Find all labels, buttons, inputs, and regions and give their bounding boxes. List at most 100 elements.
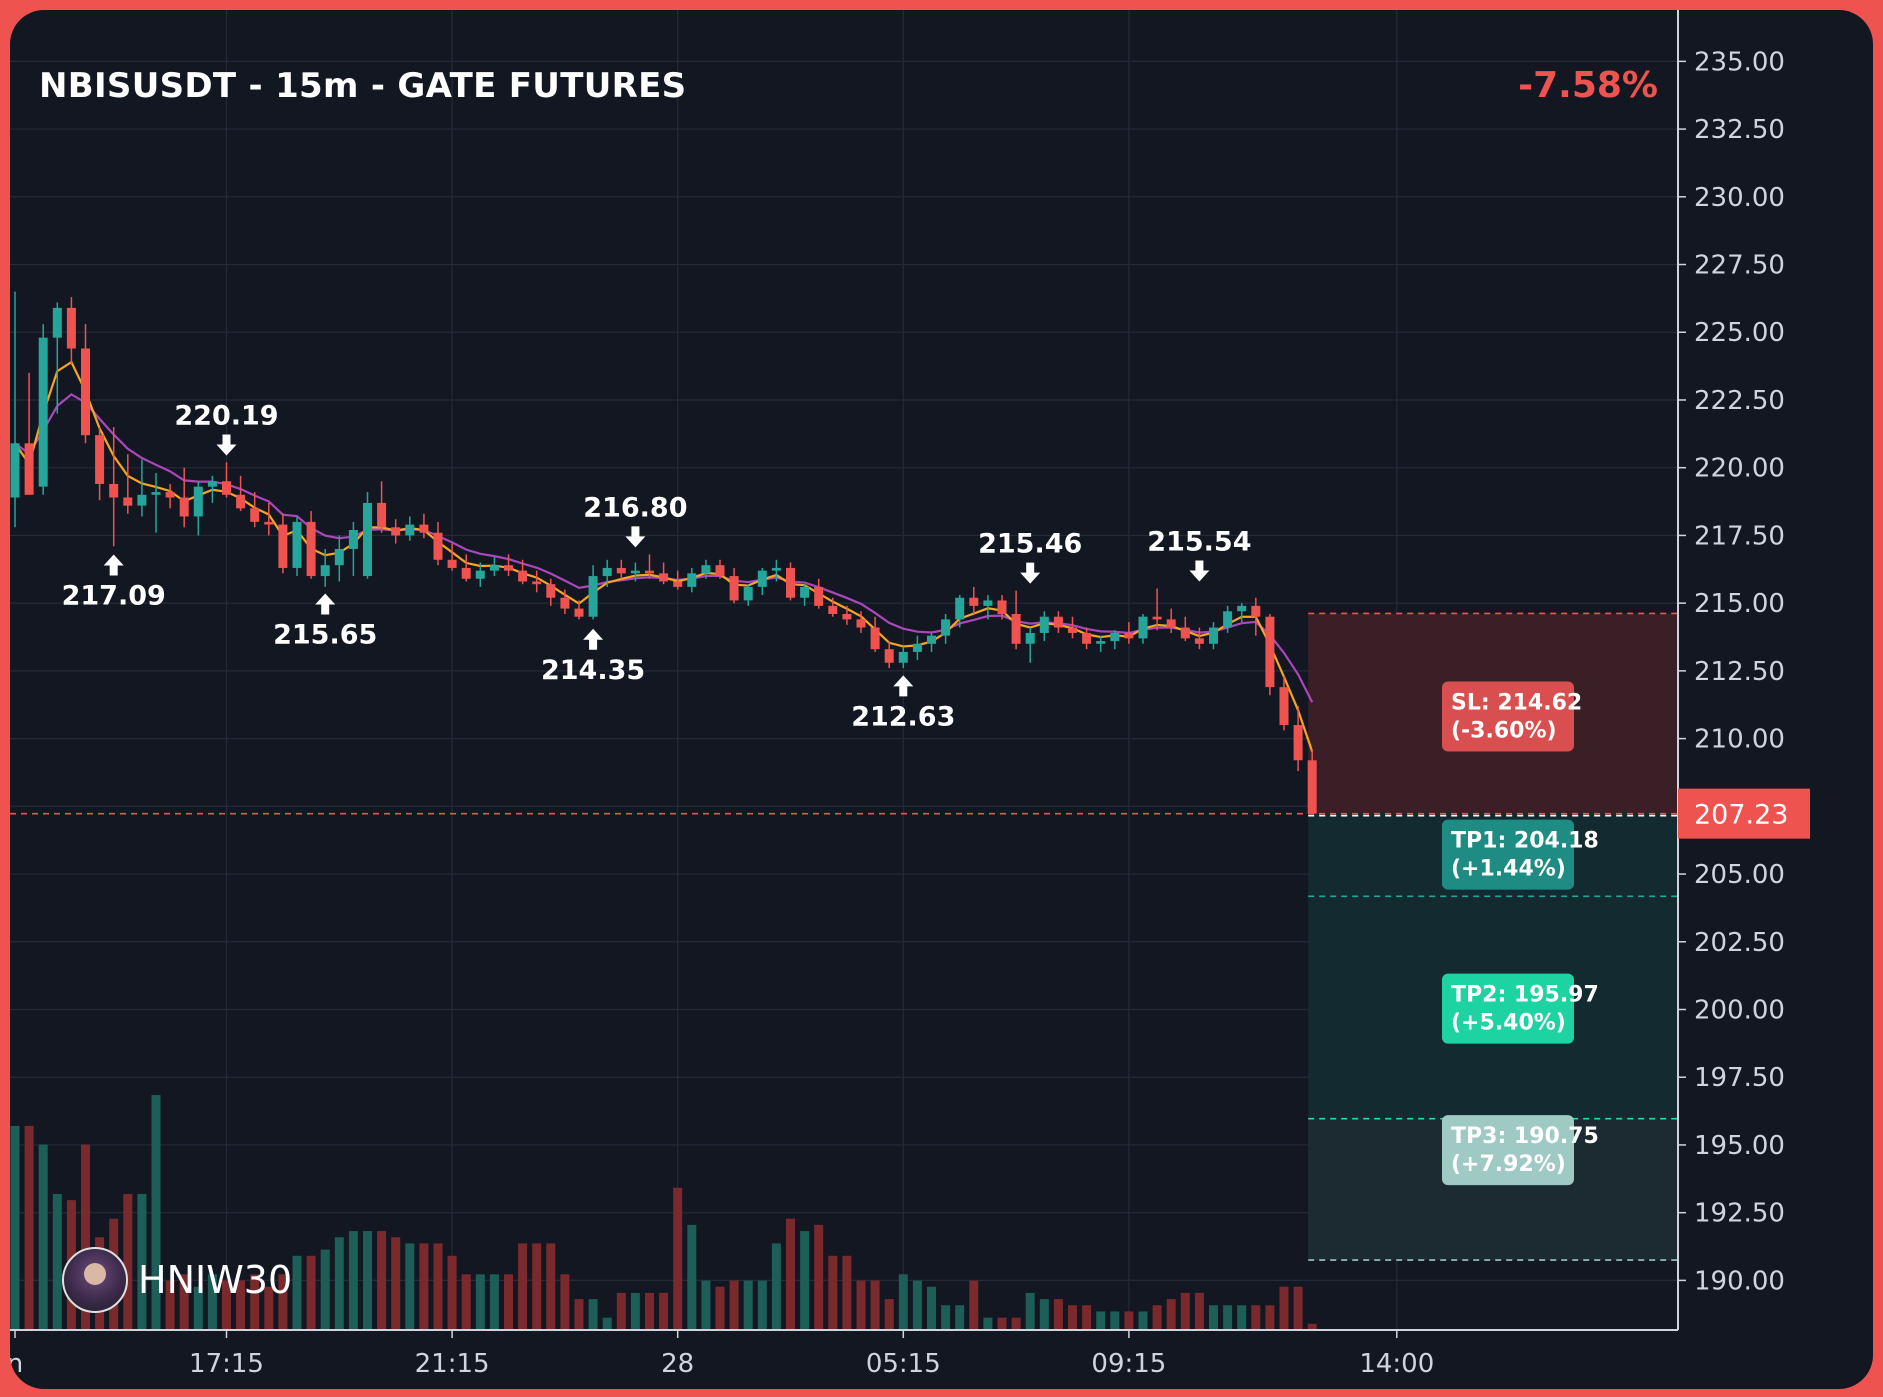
volume-bar xyxy=(1068,1305,1077,1330)
volume-bar xyxy=(560,1274,570,1330)
volume-bar xyxy=(334,1237,344,1330)
candle-body xyxy=(292,521,302,568)
candle-body xyxy=(757,570,767,587)
candle xyxy=(786,562,795,601)
volume-bar xyxy=(419,1243,429,1330)
candle xyxy=(518,559,528,585)
swing-low-label: 212.63 xyxy=(851,701,955,732)
tp2-label-pct: (+5.40%) xyxy=(1451,1011,1566,1036)
candle xyxy=(504,554,513,577)
candle-body xyxy=(870,627,880,650)
candle xyxy=(391,519,401,544)
y-tick-label: 232.50 xyxy=(1694,115,1785,145)
volume-bar xyxy=(1223,1305,1233,1330)
volume-bar xyxy=(137,1193,147,1330)
candle xyxy=(334,535,344,582)
candle-body xyxy=(179,497,189,517)
candle-body xyxy=(1011,613,1021,644)
candle-body xyxy=(842,613,852,620)
swing-low-label: 217.09 xyxy=(62,581,166,612)
volume-bar xyxy=(616,1292,626,1330)
y-tick-label: 210.00 xyxy=(1694,725,1785,755)
candle xyxy=(1251,597,1261,636)
volume-bar xyxy=(306,1255,316,1330)
y-tick-label: 235.00 xyxy=(1694,47,1785,77)
volume-bar xyxy=(983,1317,993,1330)
candle-body xyxy=(1166,619,1176,628)
candle-body xyxy=(743,586,753,601)
candle xyxy=(1265,613,1275,696)
candle xyxy=(419,513,429,539)
y-tick-label: 195.00 xyxy=(1694,1131,1785,1161)
candle-body xyxy=(348,530,358,549)
candle xyxy=(1293,706,1303,772)
candle xyxy=(630,562,640,582)
candle xyxy=(898,646,908,669)
candle-body xyxy=(1209,627,1218,644)
candle xyxy=(870,616,880,652)
price-chart[interactable]: SL: 214.62 (-3.60%) TP1: 204.18 (+1.44%) TP2… xyxy=(10,10,1873,1389)
volume-bar xyxy=(518,1243,528,1330)
candle-body xyxy=(941,619,951,636)
y-tick-label: 200.00 xyxy=(1694,996,1785,1026)
candle-body xyxy=(1053,616,1063,628)
candle-body xyxy=(616,567,626,574)
candle-body xyxy=(659,573,669,582)
candle-body xyxy=(1223,611,1233,628)
candle xyxy=(137,459,147,517)
candle xyxy=(941,613,951,644)
candle xyxy=(1068,616,1077,639)
volume-bar xyxy=(52,1193,62,1330)
y-tick-label: 222.50 xyxy=(1694,386,1785,416)
candle-body xyxy=(602,567,612,577)
swing-high-marker: 220.19 xyxy=(174,401,279,456)
volume-bar xyxy=(673,1187,683,1330)
volume-bar xyxy=(743,1280,753,1330)
volume-bar xyxy=(151,1095,161,1330)
volume-bar xyxy=(250,1274,260,1330)
volume-bar xyxy=(81,1144,90,1330)
candle xyxy=(997,595,1007,620)
candle xyxy=(95,427,105,501)
candle xyxy=(1096,635,1106,652)
last-price-tag-box xyxy=(1678,788,1810,839)
candle xyxy=(687,567,697,593)
candle xyxy=(250,492,260,528)
candle xyxy=(193,481,203,536)
swing-low-marker: 212.63 xyxy=(851,675,955,732)
y-tick-label: 227.50 xyxy=(1694,251,1785,281)
candle-body xyxy=(81,348,90,436)
candle-body xyxy=(546,584,556,598)
volume-bar xyxy=(884,1299,894,1330)
candle xyxy=(447,543,457,571)
candle xyxy=(842,605,852,625)
candle-body xyxy=(1265,616,1275,688)
candle-body xyxy=(489,565,499,571)
candle-body xyxy=(250,508,260,522)
candle-body xyxy=(222,481,231,495)
candle xyxy=(983,595,993,620)
author-name: HNIW30 xyxy=(138,1258,293,1302)
y-tick-label: 192.50 xyxy=(1694,1199,1785,1229)
candle xyxy=(151,473,161,533)
candle xyxy=(38,324,48,495)
volume-bar xyxy=(377,1231,387,1330)
chart-frame: SL: 214.62 (-3.60%) TP1: 204.18 (+1.44%) TP2… xyxy=(10,10,1873,1389)
candle xyxy=(306,511,316,579)
candle xyxy=(1279,676,1289,731)
swing-low-marker: 214.35 xyxy=(541,628,645,686)
price-change-percent: -7.58% xyxy=(1518,65,1658,106)
volume-bar xyxy=(870,1280,880,1330)
candle xyxy=(1053,611,1063,633)
x-tick-label: n xyxy=(10,1349,23,1379)
candle-body xyxy=(38,337,48,487)
candle xyxy=(1138,613,1148,644)
candle-body xyxy=(475,570,485,579)
volume-bar xyxy=(941,1305,951,1330)
candle-body xyxy=(447,559,457,568)
candle xyxy=(264,502,274,536)
candle-body xyxy=(828,605,838,614)
candle-body xyxy=(969,597,979,606)
candle-body xyxy=(518,570,528,582)
volume-bar xyxy=(1209,1305,1218,1330)
